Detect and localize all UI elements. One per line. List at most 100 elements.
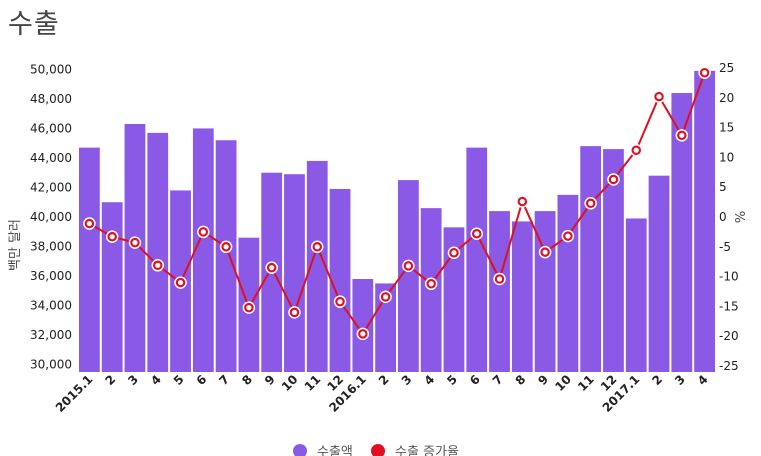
y-tick-label: 38,000	[30, 240, 72, 254]
bar	[284, 174, 305, 372]
x-tick-label: 4	[421, 372, 437, 388]
x-tick-label: 10	[279, 372, 301, 394]
growth-point-center	[474, 231, 480, 237]
y2-tick-label: 20	[719, 91, 734, 105]
legend-swatch-exports	[293, 444, 307, 456]
growth-line	[88, 72, 706, 336]
y2-tick-label: -10	[719, 270, 739, 284]
y-tick-label: 34,000	[30, 299, 72, 313]
x-tick-label: 9	[535, 372, 551, 388]
bar	[329, 188, 351, 372]
growth-point-center	[496, 276, 503, 282]
x-tick-label: 6	[467, 372, 483, 388]
growth-point-center	[337, 299, 343, 305]
x-tick-label: 6	[194, 372, 210, 388]
x-tick-label: 2015.1	[53, 372, 96, 415]
y2-tick-label: 5	[719, 180, 727, 194]
bar	[147, 132, 169, 372]
growth-point-center	[679, 132, 685, 138]
growth-point-center	[519, 198, 525, 205]
x-tick-label: 5	[171, 372, 187, 388]
growth-point-center	[132, 240, 138, 246]
y2-tick-label: -15	[719, 299, 739, 313]
y2-tick-label: 0	[719, 210, 727, 224]
x-tick-label: 10	[552, 372, 574, 394]
growth-point-center	[656, 93, 662, 100]
x-tick-label: 7	[216, 372, 232, 388]
bar	[694, 70, 715, 372]
growth-point-center	[200, 229, 206, 235]
chart-title: 수출	[8, 9, 60, 40]
bar	[671, 93, 693, 372]
growth-point-center	[360, 331, 366, 337]
bar	[603, 149, 624, 372]
growth-point-center	[177, 279, 184, 286]
y-axis-label: 백만 달러	[8, 219, 23, 271]
bar	[443, 227, 465, 372]
growth-point-center	[588, 200, 594, 206]
left-axis-ticks: 30,000 32,000 34,000 36,000 38,000 40,000 42,0…	[30, 62, 72, 371]
x-tick-label: 2	[649, 372, 665, 388]
bar	[625, 218, 647, 372]
bar	[580, 146, 602, 372]
x-tick-label: 3	[399, 372, 415, 388]
bar	[215, 140, 237, 372]
line-series	[83, 66, 711, 341]
bar	[101, 202, 123, 372]
growth-point-center	[86, 220, 92, 227]
legend-label-exports: 수출액	[317, 445, 353, 456]
bar	[352, 279, 374, 372]
bar	[466, 147, 488, 372]
growth-point-center	[246, 305, 252, 311]
x-tick-label: 11	[575, 372, 597, 394]
x-tick-label: 9	[262, 372, 278, 388]
y-tick-label: 48,000	[30, 92, 72, 106]
x-tick-label: 8	[513, 372, 529, 388]
bar	[489, 211, 510, 372]
x-tick-label: 11	[302, 372, 324, 394]
growth-point-center	[702, 70, 708, 76]
bar	[557, 194, 579, 372]
y-tick-label: 46,000	[30, 121, 72, 135]
y-tick-label: 44,000	[30, 151, 72, 165]
bar	[420, 208, 442, 372]
growth-point-center	[155, 262, 161, 268]
y2-tick-label: -25	[719, 359, 739, 373]
growth-point-center	[314, 244, 320, 250]
x-tick-label: 4	[148, 372, 164, 388]
x-tick-label: 3	[672, 372, 688, 388]
x-tick-label: 4	[695, 372, 711, 388]
x-tick-label: 2	[102, 372, 118, 388]
y-tick-label: 42,000	[30, 180, 72, 194]
growth-point-center	[223, 244, 229, 250]
x-tick-label: 5	[444, 372, 460, 388]
y-tick-label: 36,000	[30, 269, 72, 283]
y2-tick-label: 25	[719, 61, 734, 75]
bar	[306, 160, 328, 372]
legend-swatch-growth	[371, 444, 385, 456]
right-axis-ticks: -25 -20 -15 -10 -5 0 5 10 15 20 25	[719, 61, 739, 373]
y-tick-label: 32,000	[30, 328, 72, 342]
x-tick-label: 2	[376, 372, 392, 388]
legend-label-growth: 수출 증가율	[395, 445, 459, 456]
growth-point-center	[633, 147, 639, 153]
growth-point-center	[405, 263, 411, 269]
x-tick-label: 8	[239, 372, 255, 388]
y-tick-label: 50,000	[30, 62, 72, 76]
y2-axis-label: %	[734, 211, 749, 223]
growth-point-center	[610, 176, 617, 183]
bar	[398, 180, 419, 372]
y2-tick-label: -5	[719, 240, 731, 254]
growth-point-center	[383, 294, 389, 300]
bar	[79, 147, 100, 372]
growth-point-center	[428, 281, 434, 287]
y2-tick-label: -20	[719, 329, 739, 343]
legend: 수출액 수출 증가율	[293, 444, 459, 456]
x-tick-label: 7	[490, 372, 506, 388]
growth-point-center	[565, 233, 571, 239]
y2-tick-label: 10	[719, 150, 734, 164]
bar-series	[79, 70, 715, 372]
growth-point-center	[109, 234, 115, 240]
